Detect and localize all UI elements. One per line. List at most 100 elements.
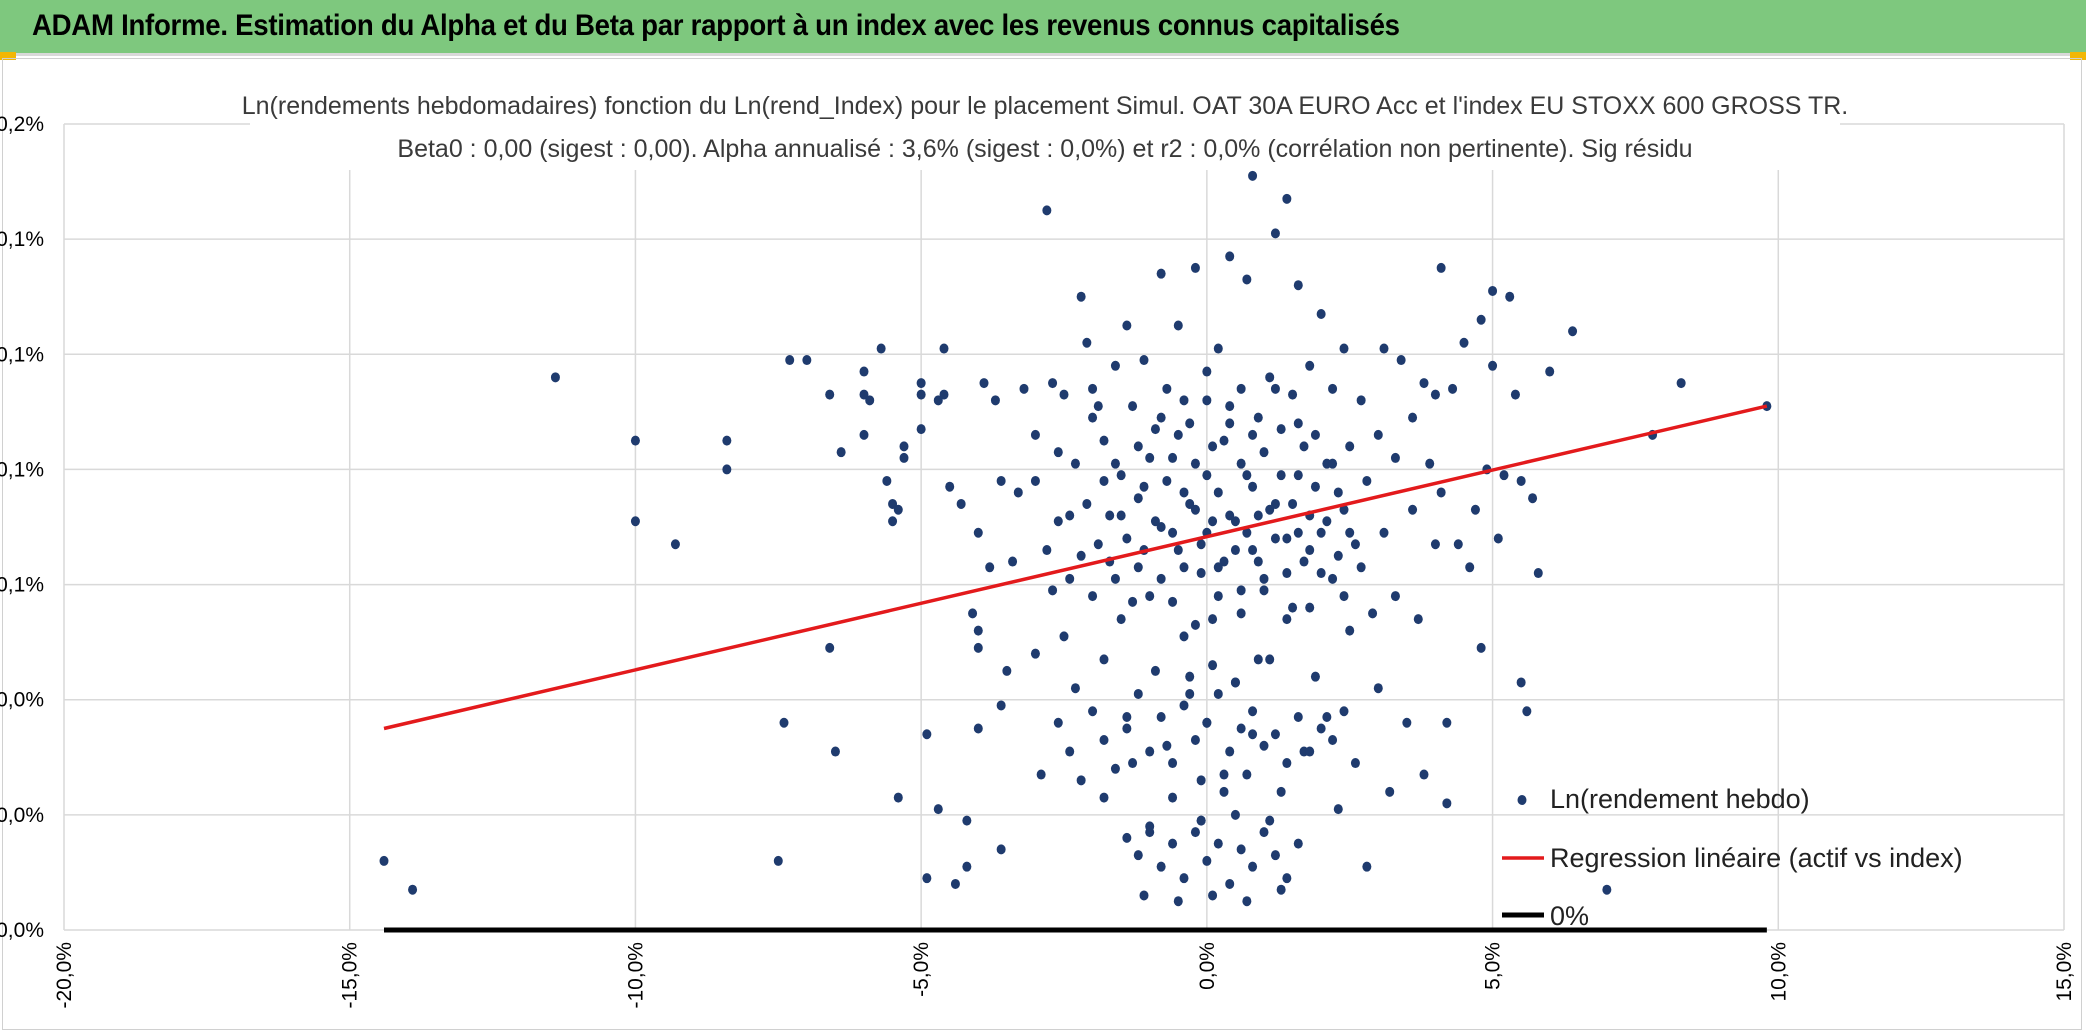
scatter-point xyxy=(1248,481,1258,492)
scatter-point xyxy=(1128,401,1138,412)
scatter-point xyxy=(1008,556,1018,567)
scatter-point xyxy=(1379,527,1389,538)
scatter-point xyxy=(630,435,640,446)
scatter-point xyxy=(1088,412,1098,423)
scatter-point xyxy=(1230,809,1240,820)
scatter-point xyxy=(916,389,926,400)
scatter-point xyxy=(1248,861,1258,872)
scatter-point xyxy=(1282,533,1292,544)
chart-lines xyxy=(383,404,1768,933)
scatter-point xyxy=(1122,533,1132,544)
scatter-point xyxy=(1122,320,1132,331)
scatter-point xyxy=(1288,389,1298,400)
scatter-point xyxy=(830,746,840,757)
legend: Ln(rendement hebdo) Regression linéaire (… xyxy=(1502,784,1963,931)
scatter-point xyxy=(1505,291,1515,302)
scatter-point xyxy=(630,516,640,527)
scatter-point xyxy=(408,884,418,895)
scatter-point xyxy=(1030,429,1040,440)
scatter-point xyxy=(893,504,903,515)
scatter-point xyxy=(1368,608,1378,619)
scatter-point xyxy=(1248,545,1258,556)
scatter-point xyxy=(1316,527,1326,538)
report-banner: ADAM Informe. Estimation du Alpha et du … xyxy=(0,0,2086,56)
x-tick-label: -10,0% xyxy=(624,942,647,1009)
scatter-point xyxy=(1225,746,1235,757)
scatter-point xyxy=(1408,412,1418,423)
scatter-point xyxy=(990,395,1000,406)
scatter-point xyxy=(1265,372,1275,383)
scatter-point xyxy=(1316,723,1326,734)
scatter-point xyxy=(1133,562,1143,573)
scatter-point xyxy=(1288,602,1298,613)
scatter-point xyxy=(1282,873,1292,884)
scatter-point xyxy=(865,395,875,406)
scatter-point xyxy=(1219,786,1229,797)
scatter-point xyxy=(1265,815,1275,826)
scatter-point xyxy=(1099,475,1109,486)
scatter-point xyxy=(1265,654,1275,665)
scatter-point xyxy=(1110,573,1120,584)
scatter-point xyxy=(1545,366,1555,377)
scatter-point xyxy=(1230,677,1240,688)
scatter-point xyxy=(1156,268,1166,279)
scatter-point xyxy=(1299,441,1309,452)
scatter-point xyxy=(1253,556,1263,567)
scatter-point xyxy=(1379,343,1389,354)
scatter-point xyxy=(1168,596,1178,607)
scatter-point xyxy=(1219,435,1229,446)
scatter-point xyxy=(1190,735,1200,746)
scatter-point xyxy=(1242,896,1252,907)
scatter-point xyxy=(1248,170,1258,181)
scatter-point xyxy=(1202,395,1212,406)
scatter-point xyxy=(1219,769,1229,780)
scatter-point xyxy=(1390,591,1400,602)
scatter-point xyxy=(1402,717,1412,728)
scatter-point xyxy=(1373,429,1383,440)
scatter-point xyxy=(722,464,732,475)
scatter-point xyxy=(893,792,903,803)
scatter-point xyxy=(1030,648,1040,659)
scatter-point xyxy=(1190,504,1200,515)
scatter-point xyxy=(1259,447,1269,458)
scatter-point xyxy=(916,424,926,435)
scatter-point xyxy=(1173,320,1183,331)
scatter-point xyxy=(979,378,989,389)
chart-subtitle: Beta0 : 0,00 (sigest : 0,00). Alpha annu… xyxy=(397,135,1692,163)
scatter-point xyxy=(1305,360,1315,371)
scatter-point xyxy=(1270,498,1280,509)
scatter-point xyxy=(1310,671,1320,682)
scatter-point xyxy=(1322,516,1332,527)
scatter-point xyxy=(1179,395,1189,406)
scatter-point xyxy=(1356,395,1366,406)
scatter-point xyxy=(1236,608,1246,619)
scatter-point xyxy=(1253,654,1263,665)
scatter-point xyxy=(1099,654,1109,665)
x-tick-label: 0,0% xyxy=(1196,942,1219,990)
scatter-point xyxy=(1002,665,1012,676)
scatter-point xyxy=(1076,775,1086,786)
scatter-point xyxy=(1333,804,1343,815)
scatter-point xyxy=(1185,671,1195,682)
scatter-point xyxy=(1202,470,1212,481)
scatter-point xyxy=(1053,447,1063,458)
scatter-point xyxy=(1396,355,1406,366)
scatter-point xyxy=(1190,458,1200,469)
scatter-point xyxy=(1213,343,1223,354)
scatter-point xyxy=(1310,481,1320,492)
scatter-point xyxy=(933,395,943,406)
scatter-point xyxy=(1179,700,1189,711)
scatter-point xyxy=(779,717,789,728)
scatter-point xyxy=(1259,573,1269,584)
scatter-point xyxy=(1048,378,1058,389)
scatter-point xyxy=(945,481,955,492)
scatter-point xyxy=(1162,383,1172,394)
scatter-point xyxy=(1676,378,1686,389)
scatter-point xyxy=(1242,470,1252,481)
scatter-point xyxy=(1150,516,1160,527)
scatter-point xyxy=(1202,717,1212,728)
legend-marker-points xyxy=(1517,795,1527,805)
scatter-point xyxy=(836,447,846,458)
scatter-point xyxy=(1510,389,1520,400)
y-tick-label: 0,0% xyxy=(0,689,44,712)
